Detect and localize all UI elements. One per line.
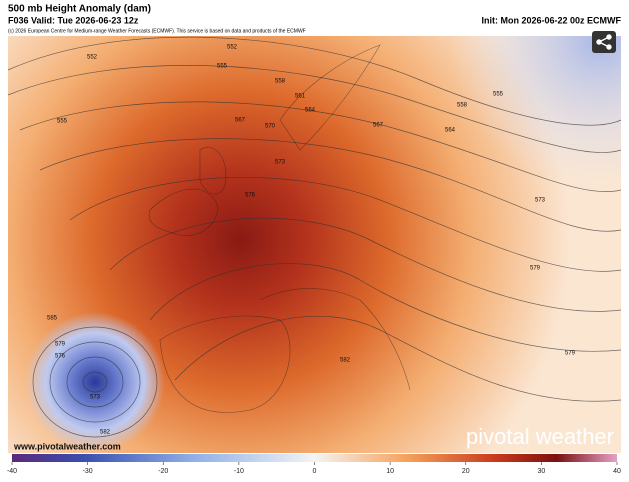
contour-label: 564 xyxy=(305,108,316,114)
contour-label: 582 xyxy=(100,430,111,436)
credit: (c) 2026 European Centre for Medium-rang… xyxy=(8,28,306,34)
contour-label: 582 xyxy=(340,358,351,364)
watermark-url: www.pivotalweather.com xyxy=(13,441,121,451)
colorbar-tick-label: -40 xyxy=(7,468,17,475)
contour-label: 576 xyxy=(245,193,256,199)
colorbar-tick-label: 30 xyxy=(537,468,545,475)
contour-label: 579 xyxy=(530,266,541,272)
share-bg[interactable] xyxy=(592,31,616,53)
contour-label: 567 xyxy=(373,123,384,129)
brand: pivotal weather xyxy=(466,424,614,449)
map: 552 552 555 555 558 561 564 567 570 573 576 555 558 5… xyxy=(7,31,622,453)
share-button[interactable] xyxy=(592,31,616,53)
contour-label: 558 xyxy=(457,103,468,109)
contour-label: 567 xyxy=(235,118,246,124)
contour-label: 561 xyxy=(295,94,306,100)
contours xyxy=(7,36,622,438)
colorbar-tick-label: 20 xyxy=(462,468,470,475)
contour-label: 555 xyxy=(217,64,228,70)
contour-label: 573 xyxy=(275,160,286,166)
contour-label: 573 xyxy=(535,198,546,204)
colorbar xyxy=(12,454,617,462)
share-icon xyxy=(596,34,612,50)
init-time: Init: Mon 2026-06-22 00z ECMWF xyxy=(481,15,621,25)
contour-labels: 552 552 555 555 558 561 564 567 570 573 576 555 558 5… xyxy=(47,45,576,436)
contour-label: 558 xyxy=(275,79,286,85)
colorbar-tick-label: 10 xyxy=(386,468,394,475)
contour-label: 585 xyxy=(47,316,58,322)
cutoff-low xyxy=(25,312,165,452)
contour-label: 552 xyxy=(227,45,238,51)
contour-label: 564 xyxy=(445,128,456,134)
title: 500 mb Height Anomaly (dam) xyxy=(8,4,151,15)
colorbar-tick-label: 40 xyxy=(613,468,621,475)
contour-label: 555 xyxy=(493,92,504,98)
contour-label: 579 xyxy=(55,342,66,348)
colorbar-ticks: -40 -30 -20 -10 0 10 20 30 40 xyxy=(7,462,621,475)
contour-label: 555 xyxy=(57,119,68,125)
contour-label: 552 xyxy=(87,55,98,61)
contour-label: 573 xyxy=(90,395,101,401)
colorbar-tick-label: -10 xyxy=(234,468,244,475)
valid-time: F036 Valid: Tue 2026-06-23 12z xyxy=(8,15,139,25)
contour-label: 579 xyxy=(565,351,576,357)
contour-label: 576 xyxy=(55,354,66,360)
contour-label: 570 xyxy=(265,124,276,130)
colorbar-tick-label: -20 xyxy=(158,468,168,475)
colorbar-tick-label: 0 xyxy=(313,468,317,475)
colorbar-tick-label: -30 xyxy=(83,468,93,475)
